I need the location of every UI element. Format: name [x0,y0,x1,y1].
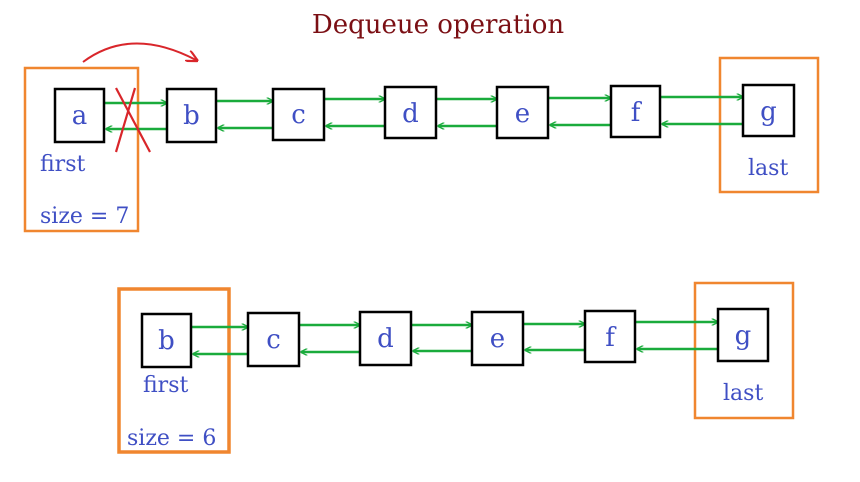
node-label: c [266,325,281,355]
node-label: f [631,98,643,128]
after-node-e: e [470,310,525,367]
first-frame [23,66,140,233]
node-label: d [377,324,394,354]
after-node-b: b [140,312,193,369]
node-label: d [402,99,419,129]
after-node-f: f [583,309,637,364]
before-node-f: f [609,84,662,139]
node-label: g [735,321,752,351]
node-label: g [760,97,777,127]
before-node-c: c [271,87,326,142]
before-node-d: d [383,85,438,140]
after-list: b c d e f g first size = 6 last [117,281,795,454]
size-label: size = 7 [40,204,129,229]
last-label: last [723,381,763,406]
node-label: e [490,324,505,354]
last-label: last [748,156,788,181]
first-label: first [40,152,85,177]
size-label: size = 6 [127,426,216,451]
before-node-b: b [165,87,218,144]
first-label: first [143,373,188,398]
node-label: b [183,101,200,131]
after-node-d: d [358,310,413,367]
node-label: b [158,326,175,356]
diagram-title: Dequeue operation [312,10,564,40]
remove-link-cross [114,87,151,153]
node-label: f [605,323,617,353]
before-node-a: a [53,87,106,144]
after-node-g: g [716,307,770,363]
first-frame [117,287,231,454]
before-links [104,97,743,129]
last-frame [693,281,795,420]
before-node-g: g [741,83,796,138]
after-links [191,322,718,354]
before-list: a b c d e f g [23,42,820,233]
node-label: e [515,99,530,129]
node-label: a [72,101,88,131]
after-node-c: c [246,311,301,368]
first-moves-arrow [82,42,196,63]
before-node-e: e [495,85,550,140]
node-label: c [291,100,306,130]
